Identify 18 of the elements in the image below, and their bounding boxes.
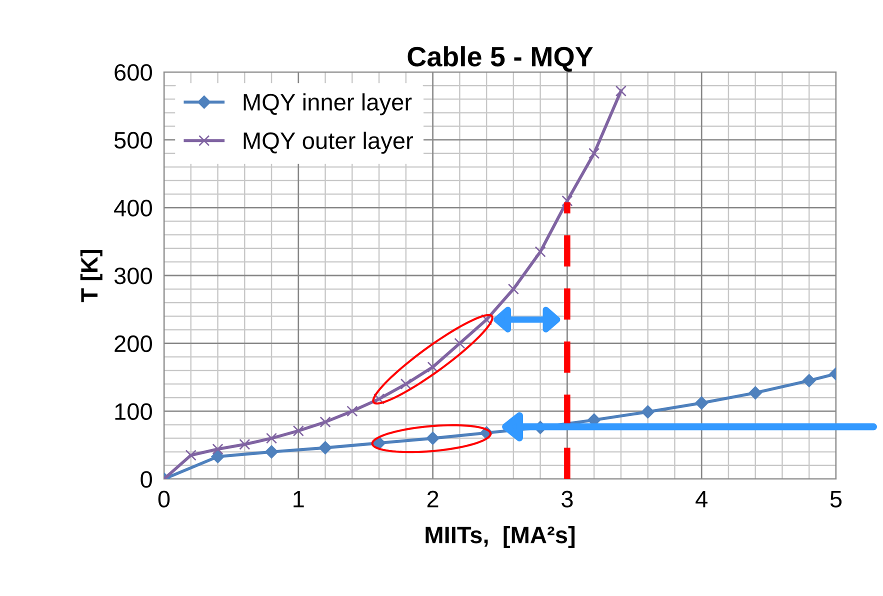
y-tick-label: 200: [114, 335, 152, 352]
y-tick-label: 100: [115, 403, 152, 420]
x-tick-label: 5: [830, 490, 842, 508]
y-axis-title: T [K]: [80, 250, 102, 302]
x-tick-label: 0: [158, 490, 170, 508]
y-tick-label: 600: [114, 64, 152, 81]
x-axis-title: MIITs, [MA²s]: [426, 526, 575, 548]
x-tick-label: 4: [696, 490, 708, 508]
legend-label: MQY outer layer: [244, 132, 414, 154]
x-tick-label: 3: [562, 490, 573, 508]
y-tick-label: 0: [140, 471, 152, 488]
legend-label: MQY inner layer: [244, 93, 412, 116]
x-tick-label: 2: [427, 490, 438, 508]
y-tick-label: 500: [114, 132, 152, 149]
y-tick-label: 400: [114, 200, 152, 216]
x-tick-label: 1: [294, 490, 304, 508]
y-tick-label: 300: [114, 268, 152, 284]
chart-title: Cable 5 - MQY: [408, 46, 593, 72]
